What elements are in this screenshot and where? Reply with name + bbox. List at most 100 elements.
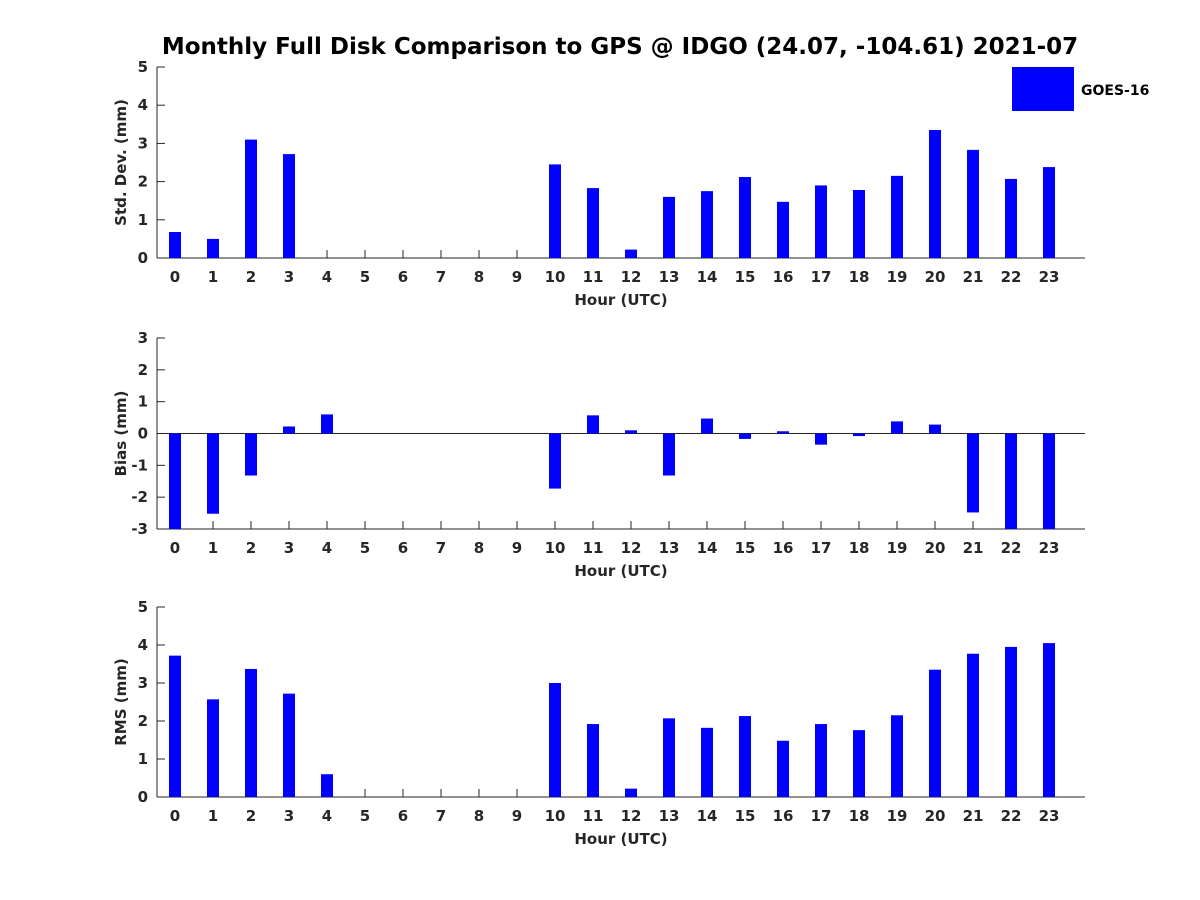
bias-y-tick-label: -3 [131, 520, 148, 538]
std-dev-bar [739, 177, 751, 258]
rms-x-tick-label: 9 [512, 807, 522, 825]
std-dev-y-tick-label: 5 [138, 58, 148, 76]
rms-x-tick-label: 13 [659, 807, 680, 825]
std-dev-x-tick-label: 11 [583, 268, 604, 286]
rms-x-tick-label: 18 [849, 807, 870, 825]
std-dev-x-tick-label: 2 [246, 268, 256, 286]
bias-bar [701, 418, 713, 434]
bias-bar [1005, 433, 1017, 529]
bias-x-tick-label: 14 [697, 539, 718, 557]
std-dev-x-tick-label: 21 [963, 268, 984, 286]
rms-bar [891, 715, 903, 797]
rms-bar [549, 683, 561, 797]
bias-x-tick-label: 23 [1039, 539, 1060, 557]
bias-bar [663, 433, 675, 476]
std-dev-bar [663, 196, 675, 258]
std-dev-bar [207, 238, 219, 258]
bias-bar [169, 433, 181, 529]
std-dev-y-tick-label: 1 [138, 211, 148, 229]
std-dev-x-tick-label: 23 [1039, 268, 1060, 286]
rms-x-tick-label: 8 [474, 807, 484, 825]
rms-x-tick-label: 20 [925, 807, 946, 825]
bias-bar [283, 426, 295, 434]
bias-y-tick-label: 1 [138, 393, 148, 411]
bias-y-tick-label: 2 [138, 361, 148, 379]
rms-x-tick-label: 14 [697, 807, 718, 825]
std-dev-bar [701, 191, 713, 258]
std-dev-bar [777, 201, 789, 258]
bias-x-tick-label: 2 [246, 539, 256, 557]
std-dev-x-tick-label: 14 [697, 268, 718, 286]
rms-y-tick-label: 0 [138, 788, 148, 806]
std-dev-bar [1043, 167, 1055, 258]
bias-x-tick-label: 1 [208, 539, 218, 557]
rms-x-tick-label: 10 [545, 807, 566, 825]
std-dev-x-tick-label: 6 [398, 268, 408, 286]
rms-bar [1005, 646, 1017, 797]
bias-x-tick-label: 22 [1001, 539, 1022, 557]
rms-x-tick-label: 22 [1001, 807, 1022, 825]
bias-y-tick-label: 3 [138, 329, 148, 347]
std-dev-y-tick-label: 4 [138, 96, 148, 114]
bias-bar [321, 414, 333, 434]
bias-bar [815, 433, 827, 445]
bias-bar [245, 433, 257, 476]
bias-bar [207, 433, 219, 514]
bias-x-tick-label: 18 [849, 539, 870, 557]
std-dev-x-tick-label: 9 [512, 268, 522, 286]
bias-x-tick-label: 15 [735, 539, 756, 557]
bias-bar [967, 433, 979, 513]
rms-bar [967, 653, 979, 797]
bias-y-tick-label: -2 [131, 488, 148, 506]
bias-bar [739, 433, 751, 439]
rms-x-label: Hour (UTC) [574, 830, 667, 848]
rms-x-tick-label: 3 [284, 807, 294, 825]
bias-bar [549, 433, 561, 489]
std-dev-y-tick-label: 2 [138, 173, 148, 191]
rms-x-tick-label: 6 [398, 807, 408, 825]
rms-x-tick-label: 11 [583, 807, 604, 825]
bias-x-tick-label: 0 [170, 539, 180, 557]
rms-x-tick-label: 7 [436, 807, 446, 825]
std-dev-x-tick-label: 19 [887, 268, 908, 286]
rms-bar [587, 724, 599, 797]
bias-x-tick-label: 10 [545, 539, 566, 557]
rms-x-tick-label: 5 [360, 807, 370, 825]
bias-bar [1043, 433, 1055, 529]
bias-x-tick-label: 5 [360, 539, 370, 557]
std-dev-y-tick-label: 3 [138, 134, 148, 152]
std-dev-x-tick-label: 0 [170, 268, 180, 286]
rms-bar [929, 669, 941, 797]
std-dev-bar [587, 188, 599, 258]
rms-x-tick-label: 2 [246, 807, 256, 825]
rms-x-tick-label: 15 [735, 807, 756, 825]
std-dev-x-tick-label: 15 [735, 268, 756, 286]
std-dev-x-tick-label: 4 [322, 268, 332, 286]
bias-bar [891, 421, 903, 434]
rms-bar [245, 668, 257, 797]
chart-title: Monthly Full Disk Comparison to GPS @ ID… [162, 34, 1078, 60]
rms-bar [169, 655, 181, 797]
rms-y-tick-label: 5 [138, 598, 148, 616]
bias-bar [625, 430, 637, 434]
std-dev-x-tick-label: 12 [621, 268, 642, 286]
bias-bar [929, 424, 941, 434]
rms-bar [739, 716, 751, 797]
std-dev-bar [891, 175, 903, 258]
rms-x-tick-label: 23 [1039, 807, 1060, 825]
bias-bar [587, 415, 599, 434]
rms-bar [663, 718, 675, 797]
std-dev-bar [245, 139, 257, 258]
legend-swatch [1012, 67, 1074, 111]
bias-x-label: Hour (UTC) [574, 562, 667, 580]
std-dev-x-tick-label: 8 [474, 268, 484, 286]
bias-x-tick-label: 8 [474, 539, 484, 557]
rms-bar [701, 727, 713, 797]
std-dev-x-tick-label: 7 [436, 268, 446, 286]
rms-bar [625, 788, 637, 797]
bias-x-tick-label: 20 [925, 539, 946, 557]
rms-bar [321, 774, 333, 797]
rms-y-label: RMS (mm) [112, 658, 130, 745]
rms-bar [815, 724, 827, 797]
